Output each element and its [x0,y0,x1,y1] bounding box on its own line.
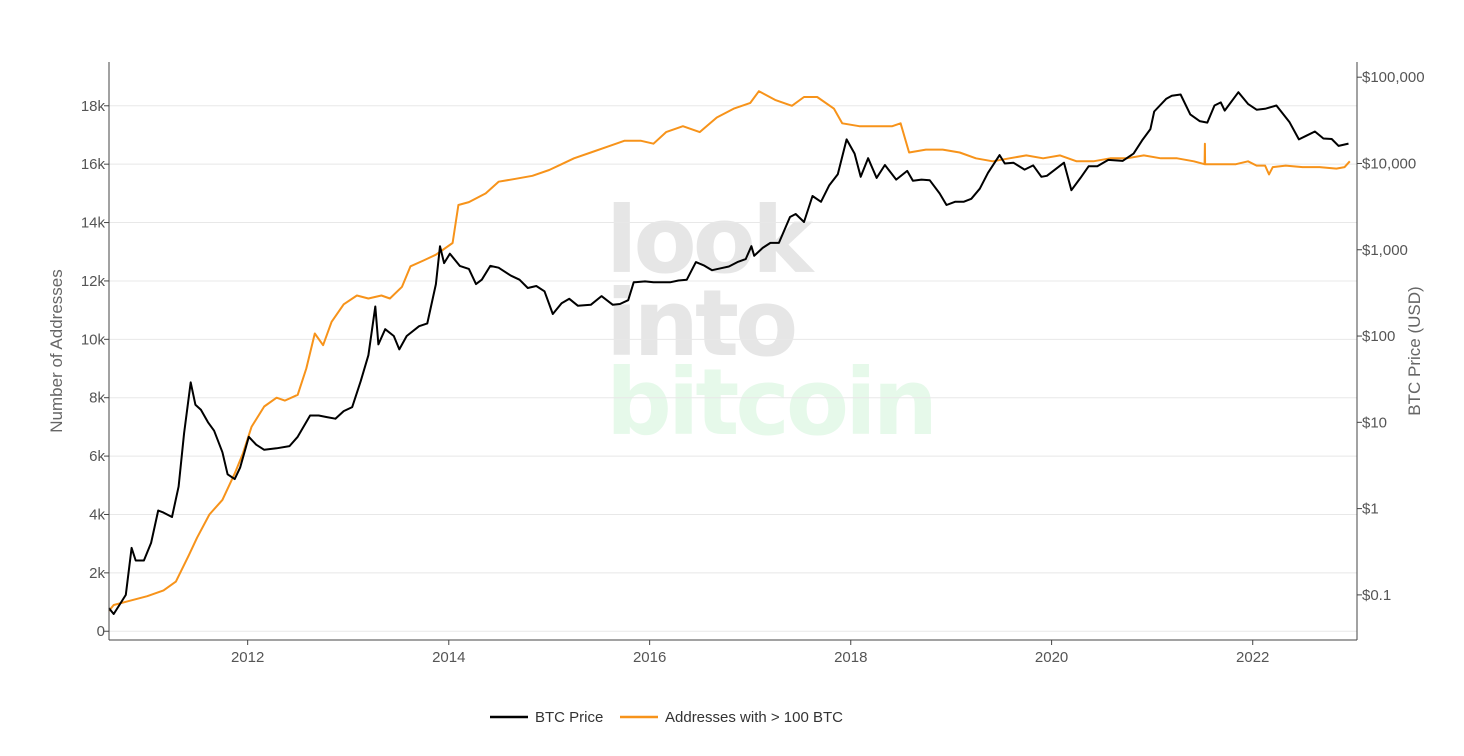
x-tick-label: 2018 [834,649,867,666]
watermark: look into bitcoin [606,187,938,456]
left-tick-label: 6k [89,448,105,465]
right-tick-label: $10 [1362,414,1387,431]
right-tick-label: $0.1 [1362,587,1391,604]
watermark-into: into [606,270,795,377]
left-tick-label: 14k [81,215,106,232]
right-tick-label: $1 [1362,501,1379,518]
left-tick-label: 8k [89,390,105,407]
x-tick-label: 2016 [633,649,666,666]
right-tick-label: $100,000 [1362,69,1425,86]
series-line-btc-price [108,91,1349,615]
right-axis-ticks: $0.1 $1 $10 $100 $1,000 $10,000 $100,000 [1357,69,1425,604]
series-line-addresses-over-100-btc [108,90,1351,612]
left-axis-ticks: 0 2k 4k 6k 8k 10k 12k 14k 16k 18k [81,98,109,640]
x-tick-label: 2014 [432,649,465,666]
left-tick-label: 12k [81,273,106,290]
watermark-look: look [606,187,815,294]
watermark-bitcoin: bitcoin [606,349,934,456]
right-tick-label: $100 [1362,328,1395,345]
left-axis-title: Number of Addresses [47,269,66,432]
right-axis-title: BTC Price (USD) [1405,286,1424,415]
left-tick-label: 16k [81,156,106,173]
left-tick-label: 18k [81,98,106,115]
legend-label-addresses: Addresses with > 100 BTC [665,709,843,726]
left-tick-label: 2k [89,565,105,582]
right-tick-label: $1,000 [1362,242,1408,259]
legend-label-btc-price: BTC Price [535,709,603,726]
grid-lines [109,105,1357,632]
left-tick-label: 0 [97,623,105,640]
legend: BTC Price Addresses with > 100 BTC [490,709,843,726]
x-axis-ticks: 2012 2014 2016 2018 2020 2022 [231,640,1269,666]
left-tick-label: 10k [81,331,106,348]
x-tick-label: 2012 [231,649,264,666]
x-tick-label: 2022 [1236,649,1269,666]
x-tick-label: 2020 [1035,649,1068,666]
right-tick-label: $10,000 [1362,155,1416,172]
left-tick-label: 4k [89,506,105,523]
series-group [108,90,1351,615]
